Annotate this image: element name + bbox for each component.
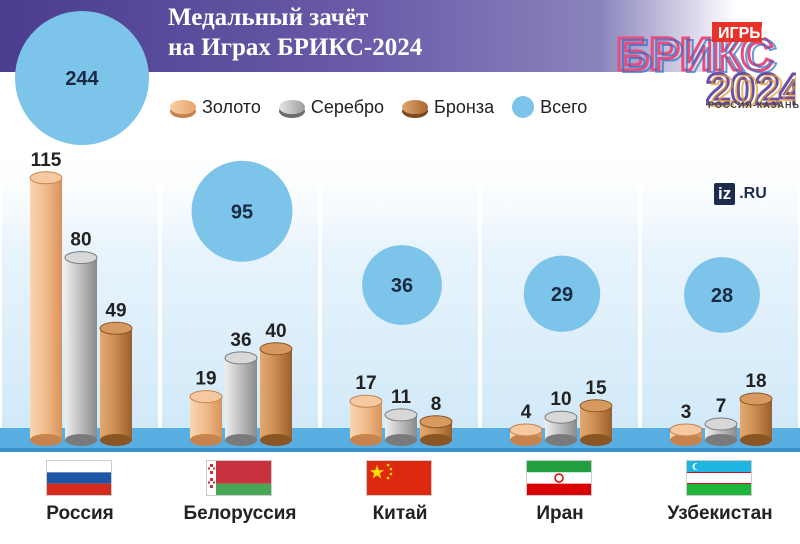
logo-games: ИГРЫ xyxy=(718,25,765,42)
total-label-belarus: 95 xyxy=(231,201,253,223)
silver-label-uzbekistan: 7 xyxy=(716,396,727,417)
silver-label-iran: 10 xyxy=(550,389,571,410)
iz-domain: .RU xyxy=(739,185,767,202)
bronze-coin-icon xyxy=(402,100,429,114)
legend-total: Всего xyxy=(512,96,587,118)
silver-bar-china xyxy=(384,408,418,446)
total-circle-uzbekistan xyxy=(684,257,760,333)
legend-silver-label: Серебро xyxy=(310,96,385,117)
logo-year-shadow: 2024 xyxy=(710,67,796,116)
uzbekistan-flag xyxy=(687,461,751,495)
total-label-iran: 29 xyxy=(551,284,573,306)
logo-year: 2024 xyxy=(706,65,796,114)
bronze-label-russia: 49 xyxy=(105,300,126,321)
total-circle-icon xyxy=(512,96,535,118)
iran-flag xyxy=(527,461,591,495)
silver-bar-belarus xyxy=(224,351,258,446)
total-circle-belarus xyxy=(191,160,293,262)
izvestia-watermark: iz .RU xyxy=(714,183,767,205)
gold-label-russia: 115 xyxy=(31,150,62,171)
silver-bar-iran xyxy=(544,410,578,446)
gold-label-uzbekistan: 3 xyxy=(681,402,692,423)
total-circle-iran xyxy=(523,255,601,332)
logo-games-badge xyxy=(712,22,762,42)
country-label-china: Китай xyxy=(372,503,428,524)
brics-games-logo: БРИКС БРИКС ИГРЫ 2024 2024 xyxy=(615,22,796,116)
total-circle-russia xyxy=(15,11,149,145)
gold-bar-russia xyxy=(29,171,63,446)
legend-bronze-label: Бронза xyxy=(434,96,495,117)
total-label-russia: 244 xyxy=(65,68,99,90)
silver-coin-icon xyxy=(278,100,305,114)
legend-gold: Золото xyxy=(170,97,261,118)
bronze-label-china: 8 xyxy=(431,394,442,415)
legend: Золото Серебро Бронза Всего xyxy=(170,96,597,118)
bronze-label-iran: 15 xyxy=(585,378,607,399)
logo-subtitle: РОССИЯ-КАЗАНЬ xyxy=(708,100,800,110)
bronze-bar-belarus xyxy=(259,342,293,446)
bronze-bar-uzbekistan xyxy=(739,392,773,446)
total-circle-china xyxy=(362,245,442,325)
country-label-belarus: Белоруссия xyxy=(183,503,297,524)
bronze-bar-china xyxy=(419,415,453,446)
country-label-uzbekistan: Узбекистан xyxy=(667,503,773,524)
country-label-russia: Россия xyxy=(46,503,114,524)
legend-silver: Серебро xyxy=(278,96,385,118)
legend-total-label: Всего xyxy=(540,96,588,117)
silver-label-china: 11 xyxy=(391,387,412,408)
gold-coin-icon xyxy=(170,100,196,114)
belarus-flag xyxy=(207,461,271,495)
bronze-bar-russia xyxy=(99,321,133,446)
silver-label-russia: 80 xyxy=(70,230,91,251)
gold-bar-uzbekistan xyxy=(669,423,703,446)
total-label-china: 36 xyxy=(391,275,413,297)
gold-bar-iran xyxy=(509,423,543,446)
gold-bar-belarus xyxy=(189,390,223,446)
gold-label-iran: 4 xyxy=(521,402,532,423)
russia-flag xyxy=(47,461,111,495)
legend-bronze: Бронза xyxy=(402,97,494,118)
total-label-uzbekistan: 28 xyxy=(711,285,733,307)
silver-bar-uzbekistan xyxy=(704,417,738,446)
bronze-label-belarus: 40 xyxy=(265,321,286,342)
legend-gold-label: Золото xyxy=(202,96,261,117)
floor-edge xyxy=(0,448,800,452)
bronze-bar-iran xyxy=(579,399,613,446)
bronze-label-uzbekistan: 18 xyxy=(745,371,766,392)
gold-label-belarus: 19 xyxy=(195,369,216,390)
gold-bar-china xyxy=(349,394,383,446)
china-flag xyxy=(367,461,431,495)
silver-bar-russia xyxy=(64,251,98,446)
gold-label-china: 17 xyxy=(355,373,376,394)
iz-logo: iz xyxy=(714,183,736,205)
country-label-iran: Иран xyxy=(536,503,584,524)
chart-title-line2: на Играх БРИКС-2024 xyxy=(168,34,423,61)
silver-label-belarus: 36 xyxy=(230,330,251,351)
chart-title-line1: Медальный зачёт xyxy=(168,4,369,31)
